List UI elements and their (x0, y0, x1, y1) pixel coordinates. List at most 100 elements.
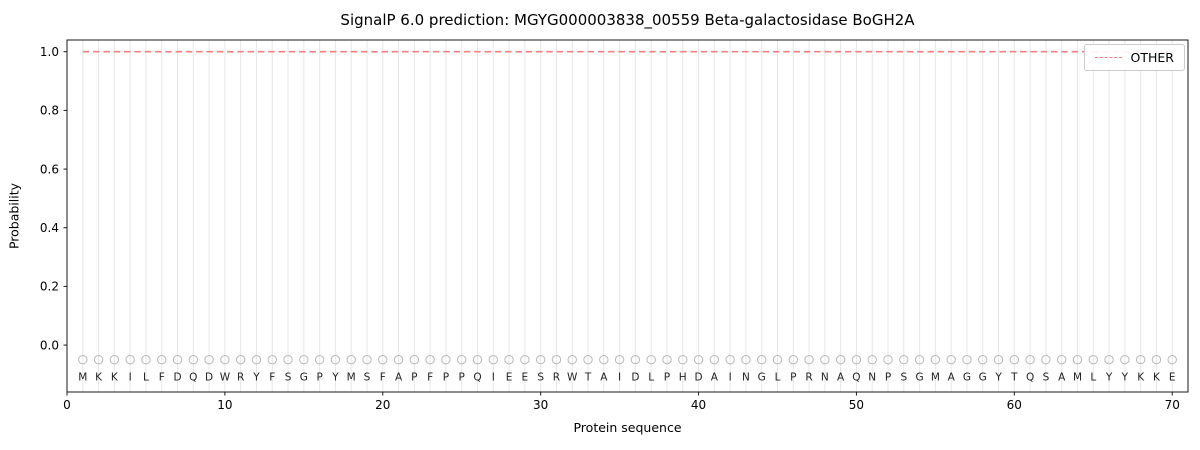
residue-marker (535, 355, 546, 365)
residue-marker (583, 355, 593, 365)
y-tick-label: 0.4 (40, 221, 59, 235)
residue-marker (867, 355, 877, 365)
residue-letter: D (173, 372, 181, 384)
x-tick-label: 0 (63, 398, 71, 412)
residue-letter: P (790, 372, 796, 384)
residue-marker (788, 355, 798, 365)
legend-line-sample (1094, 57, 1122, 58)
residue-letter: Q (852, 372, 860, 384)
x-tick-label: 50 (849, 398, 864, 412)
residue-marker (283, 355, 293, 365)
residue-marker (504, 355, 514, 365)
residue-marker (678, 355, 688, 365)
residue-marker (330, 355, 341, 365)
x-tick-label: 10 (217, 398, 232, 412)
residue-marker (109, 355, 120, 365)
y-axis-label: Probability (6, 182, 22, 250)
residue-marker (157, 355, 167, 365)
x-tick-label: 60 (1007, 398, 1022, 412)
residue-marker (125, 355, 135, 365)
residue-letter: F (380, 372, 386, 384)
residue-letter: M (78, 372, 87, 384)
residue-marker (1167, 355, 1177, 365)
residue-letter: A (837, 372, 845, 384)
legend: OTHER (1083, 44, 1185, 71)
residue-letter: K (95, 372, 103, 384)
residue-marker (914, 355, 925, 365)
residue-letter: D (695, 372, 703, 384)
residue-letter: I (492, 372, 495, 384)
y-tick-label: 0.2 (40, 280, 59, 294)
residue-letter: Q (473, 372, 481, 384)
residue-letter: K (1137, 372, 1145, 384)
residue-marker (725, 355, 735, 365)
x-tick-label: 20 (375, 398, 390, 412)
residue-marker (614, 355, 625, 365)
residue-marker (962, 355, 972, 365)
residue-letter: P (316, 372, 322, 384)
residue-letter: A (948, 372, 956, 384)
residue-letter: G (979, 372, 987, 384)
residue-letter: G (963, 372, 971, 384)
x-tick-label: 70 (1165, 398, 1180, 412)
residue-letter: A (711, 372, 719, 384)
residue-letter: L (775, 372, 781, 384)
residue-letter: D (631, 372, 639, 384)
residue-marker (362, 355, 372, 365)
residue-marker (314, 355, 325, 365)
residue-marker (93, 355, 104, 365)
residue-marker (820, 355, 830, 365)
residue-marker (220, 355, 230, 365)
residue-marker (520, 355, 530, 365)
residue-letter: E (506, 372, 513, 384)
y-tick-label: 0.0 (40, 338, 59, 352)
x-tick-label: 30 (533, 398, 548, 412)
residue-letter: P (443, 372, 449, 384)
residue-marker (204, 355, 214, 365)
residue-marker (883, 355, 893, 365)
residue-letter: D (205, 372, 213, 384)
y-tick-label: 0.8 (40, 104, 59, 118)
residue-letter: T (584, 372, 592, 384)
residue-letter: I (129, 372, 132, 384)
residue-marker (567, 355, 577, 365)
residue-marker (172, 355, 183, 365)
residue-marker (978, 355, 988, 365)
residue-letter: K (1153, 372, 1161, 384)
residue-marker (551, 355, 562, 365)
residue-letter: M (931, 372, 940, 384)
residue-letter: A (1058, 372, 1066, 384)
residue-letter: R (553, 372, 560, 384)
residue-letter: F (427, 372, 433, 384)
residue-letter: W (220, 372, 231, 384)
residue-letter: I (618, 372, 621, 384)
residue-letter: M (347, 372, 356, 384)
y-tick-label: 0.6 (40, 162, 59, 176)
residue-letter: L (1090, 372, 1096, 384)
residue-letter: S (900, 372, 907, 384)
residue-marker (299, 355, 309, 365)
residue-marker (409, 355, 420, 365)
residue-marker (425, 355, 435, 365)
residue-letter: Y (1105, 372, 1113, 384)
residue-letter: A (395, 372, 403, 384)
residue-letter: I (729, 372, 732, 384)
residue-marker (1025, 355, 1035, 365)
residue-letter: P (459, 372, 465, 384)
y-tick-label: 1.0 (40, 45, 59, 59)
residue-marker (1104, 355, 1114, 365)
residue-letter: Q (1026, 372, 1034, 384)
legend-label: OTHER (1130, 50, 1174, 65)
residue-marker (662, 355, 672, 365)
residue-letter: S (364, 372, 371, 384)
residue-marker (1072, 355, 1083, 365)
residue-letter: Y (331, 372, 339, 384)
residue-marker (235, 355, 246, 365)
residue-marker (188, 355, 199, 365)
residue-letter: P (885, 372, 891, 384)
residue-marker (772, 355, 783, 365)
residue-marker (457, 355, 467, 365)
residue-letter: M (1073, 372, 1082, 384)
residue-letter: A (600, 372, 608, 384)
